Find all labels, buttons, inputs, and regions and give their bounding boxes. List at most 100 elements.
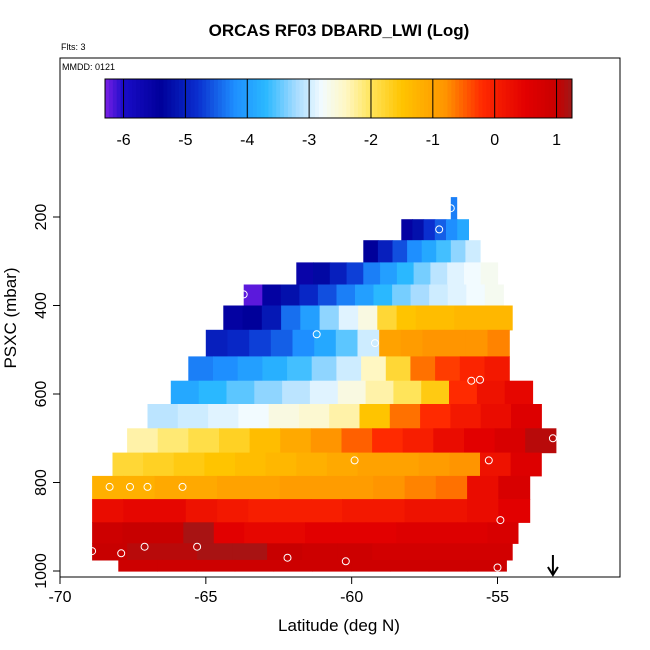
colorbar-segment	[396, 79, 402, 118]
heat-cell	[484, 284, 504, 307]
heat-cell	[249, 329, 272, 357]
heat-cell	[309, 380, 339, 405]
colorbar-segment	[280, 79, 285, 118]
heat-cell	[235, 452, 267, 477]
heat-cell	[319, 305, 340, 331]
heat-cell	[204, 452, 236, 477]
heat-cell	[467, 499, 499, 523]
heat-cell	[498, 475, 531, 500]
heat-cell	[421, 240, 437, 263]
colorbar: -6 -5 -4 -3 -2 -1 0 1	[104, 78, 573, 149]
track-point	[476, 375, 484, 384]
colorbar-segment	[159, 79, 164, 118]
colorbar-segment	[400, 79, 406, 118]
arrow-head	[547, 566, 559, 577]
colorbar-segment	[439, 79, 445, 118]
colorbar-segment	[428, 79, 433, 118]
colorbar-tick-label: -3	[302, 132, 316, 149]
colorbar-segment	[466, 79, 472, 118]
colorbar-segment	[233, 79, 238, 118]
colorbar-segment	[513, 79, 519, 118]
heat-cell	[147, 404, 179, 429]
heat-cell	[365, 380, 394, 405]
heat-cell	[388, 452, 420, 477]
heat-cell	[310, 475, 343, 500]
arrow-marker	[547, 555, 559, 577]
heat-cell	[299, 284, 319, 307]
heat-cell	[373, 475, 406, 500]
colorbar-segment	[431, 79, 437, 118]
track-point	[117, 549, 126, 558]
heat-cell	[346, 262, 364, 286]
colorbar-segment	[392, 79, 398, 118]
colorbar-segment	[435, 79, 441, 118]
colorbar-segment	[217, 79, 223, 118]
colorbar-frame	[104, 78, 573, 119]
colorbar-segment	[521, 79, 526, 118]
heat-cell	[335, 329, 359, 357]
heat-cell	[377, 240, 394, 263]
heat-cell	[413, 262, 431, 286]
x-tick-label: -65	[194, 589, 217, 606]
heat-cell	[464, 262, 482, 286]
heat-cell	[401, 219, 414, 241]
heat-cell	[185, 499, 218, 523]
track-point	[350, 456, 359, 465]
colorbar-segment	[140, 79, 145, 118]
heat-cell	[389, 404, 421, 429]
heat-cell	[234, 559, 275, 572]
heat-cell	[477, 543, 513, 561]
heat-cell	[312, 559, 352, 572]
colorbar-segment	[147, 79, 153, 118]
heat-cell	[435, 499, 468, 523]
heat-cell	[358, 305, 378, 331]
heat-cell	[434, 219, 447, 241]
heat-cell	[265, 452, 297, 477]
colorbar-segment	[385, 79, 390, 118]
heat-cell	[480, 404, 512, 429]
colorbar-segment	[525, 79, 530, 118]
colorbar-segment	[357, 79, 363, 118]
heat-cell	[465, 240, 481, 263]
heat-cell	[213, 522, 245, 544]
track-point	[88, 547, 97, 556]
heat-cell	[363, 240, 379, 263]
heat-cell	[282, 380, 311, 405]
heat-cell	[476, 380, 506, 405]
track-point	[341, 557, 350, 566]
colorbar-segment	[478, 79, 483, 118]
heat-cell	[373, 499, 406, 523]
heat-cell	[268, 404, 300, 429]
colorbar-segment	[120, 79, 125, 118]
heat-cell	[127, 428, 159, 454]
colorbar-tick-label: 1	[552, 132, 561, 149]
heat-cell	[423, 219, 436, 241]
heat-cell	[447, 262, 465, 286]
heat-cell	[162, 543, 198, 561]
heat-cell	[270, 329, 294, 357]
heat-cell	[464, 428, 496, 454]
colorbar-segment	[276, 79, 281, 118]
heat-cell	[280, 284, 300, 307]
heat-cell	[248, 499, 281, 523]
colorbar-segment	[342, 79, 347, 118]
colorbar-segment	[295, 79, 301, 118]
colorbar-segment	[299, 79, 304, 118]
heat-cell	[498, 499, 531, 523]
heat-cell	[420, 404, 451, 429]
x-axis: -70 -65 -60 -55	[48, 577, 509, 606]
heat-cell	[310, 499, 343, 523]
colorbar-segment	[564, 79, 569, 118]
colorbar-segment	[143, 79, 149, 118]
heat-cell	[254, 380, 283, 405]
heat-cell	[262, 356, 288, 382]
colorbar-segment	[505, 79, 511, 118]
heat-cell	[480, 452, 512, 477]
heat-cell	[487, 522, 519, 544]
heat-cell	[436, 240, 452, 263]
colorbar-segment	[540, 79, 546, 118]
colorbar-segment	[389, 79, 394, 118]
colorbar-segment	[315, 79, 320, 118]
colorbar-segment	[248, 79, 254, 118]
heat-cell	[123, 499, 156, 523]
